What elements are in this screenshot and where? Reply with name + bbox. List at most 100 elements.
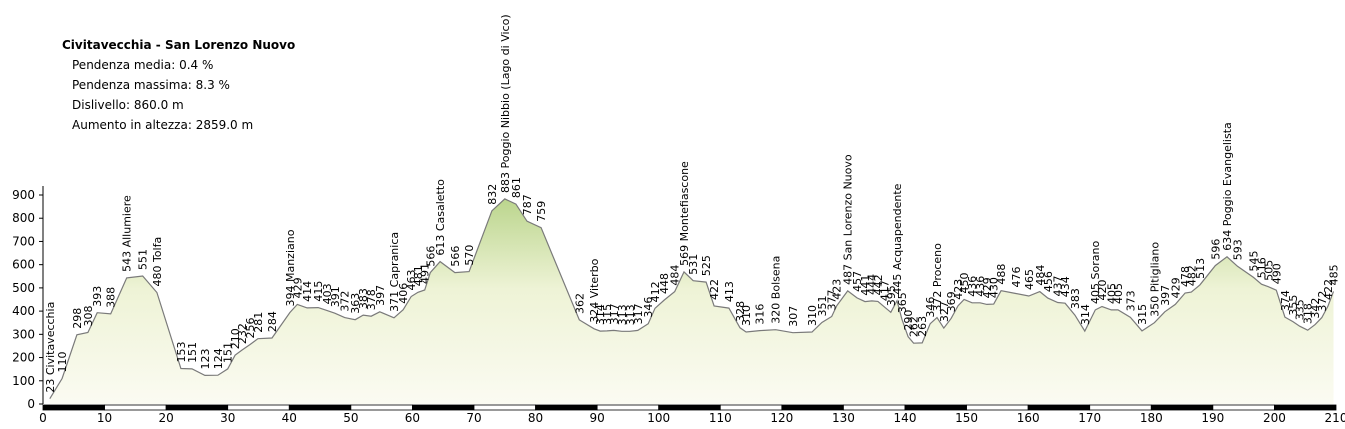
point-label: 434 xyxy=(1059,276,1072,297)
x-tick-label: 40 xyxy=(282,411,297,425)
scale-segment xyxy=(1274,404,1337,411)
x-tick-label: 180 xyxy=(1140,411,1163,425)
point-label: 397 xyxy=(1159,285,1172,306)
point-label: 328 xyxy=(734,301,747,322)
point-label: 613 Casaletto xyxy=(434,179,447,256)
point-label: 491 xyxy=(419,263,432,284)
point-label: 476 xyxy=(1010,266,1023,287)
point-label: 388 xyxy=(105,287,118,308)
point-label: 314 xyxy=(594,304,607,325)
point-label: 444 xyxy=(866,274,879,295)
scale-segment xyxy=(288,404,352,411)
x-tick-label: 20 xyxy=(159,411,174,425)
point-label: 342 xyxy=(1309,298,1322,319)
point-label: 525 xyxy=(700,255,713,276)
point-label: 405 xyxy=(1105,283,1118,304)
point-label: 307 xyxy=(787,306,800,327)
point-label: 315 xyxy=(601,304,614,325)
y-tick-label: 100 xyxy=(12,374,35,388)
point-label: 545 xyxy=(1247,250,1260,271)
y-tick-label: 900 xyxy=(12,188,35,202)
point-label: 383 xyxy=(357,288,370,309)
x-tick-label: 50 xyxy=(343,411,358,425)
point-label: 284 xyxy=(266,311,279,332)
point-label: 346 xyxy=(924,297,937,318)
point-label: 317 xyxy=(632,303,645,324)
point-label: 383 xyxy=(1069,288,1082,309)
point-label: 412 xyxy=(649,281,662,302)
point-label: 308 xyxy=(82,305,95,326)
point-label: 543 Allumiere xyxy=(121,195,134,272)
point-label: 372 Proceno xyxy=(931,243,944,312)
point-label: 551 xyxy=(137,249,150,270)
stat-line: Aumento in altezza: 2859.0 m xyxy=(72,118,253,132)
point-label: 369 xyxy=(945,291,958,312)
point-label: 484 xyxy=(669,265,682,286)
point-label: 484 xyxy=(1034,265,1047,286)
x-tick-label: 170 xyxy=(1078,411,1101,425)
point-label: 437 xyxy=(1052,276,1065,297)
y-tick-label: 300 xyxy=(12,327,35,341)
point-label: 463 xyxy=(405,269,418,290)
point-label: 335 xyxy=(1294,299,1307,320)
point-label: 442 xyxy=(872,274,885,295)
point-label: 482 xyxy=(1185,265,1198,286)
point-label: 420 xyxy=(1096,279,1109,300)
point-label: 481 xyxy=(412,265,425,286)
point-label: 422 xyxy=(1322,279,1335,300)
y-tick-label: 0 xyxy=(27,397,35,411)
x-tick-label: 90 xyxy=(590,411,605,425)
point-label: 429 xyxy=(981,277,994,298)
scale-segment xyxy=(535,404,598,411)
x-tick-label: 140 xyxy=(894,411,917,425)
point-label: 372 xyxy=(339,291,352,312)
point-label: 123 xyxy=(199,348,212,369)
point-label: 378 xyxy=(365,289,378,310)
point-label: 327 xyxy=(938,301,951,322)
point-label: 124 xyxy=(212,348,225,369)
point-label: 263 xyxy=(916,316,929,337)
point-label: 566 xyxy=(449,246,462,267)
point-label: 861 xyxy=(510,177,523,198)
point-label: 596 xyxy=(1209,239,1222,260)
y-tick-label: 400 xyxy=(12,304,35,318)
point-label: 394 Manziano xyxy=(284,229,297,306)
x-tick-label: 80 xyxy=(528,411,543,425)
point-label: 320 Bolsena xyxy=(770,256,783,324)
scale-segment xyxy=(596,404,660,411)
scale-segment xyxy=(165,404,229,411)
y-tick-label: 200 xyxy=(12,351,35,365)
scale-segment xyxy=(473,404,536,411)
point-label: 310 xyxy=(806,305,819,326)
point-label: 465 xyxy=(1023,269,1036,290)
point-label: 450 xyxy=(958,273,971,294)
point-label: 430 xyxy=(988,277,1001,298)
x-tick-label: 70 xyxy=(466,411,481,425)
point-label: 315 xyxy=(1136,304,1149,325)
chart-title: Civitavecchia - San Lorenzo Nuovo xyxy=(62,38,295,52)
point-label: 634 Poggio Evangelista xyxy=(1221,122,1234,251)
scale-segment xyxy=(350,404,413,411)
point-label: 456 xyxy=(1042,271,1055,292)
scale-segment xyxy=(227,404,290,411)
y-tick-label: 700 xyxy=(12,234,35,248)
point-label: 531 xyxy=(687,254,700,275)
point-label: 395 xyxy=(885,285,898,306)
point-label: 566 xyxy=(424,246,437,267)
point-label: 232 xyxy=(236,323,249,344)
scale-segment xyxy=(42,404,105,411)
point-label: 393 xyxy=(91,286,104,307)
point-label: 365 xyxy=(896,292,909,313)
point-label: 415 xyxy=(312,281,325,302)
point-label: 569 Montefiascone xyxy=(678,161,691,266)
point-label: 391 xyxy=(329,286,342,307)
x-tick-label: 130 xyxy=(832,411,855,425)
x-tick-label: 190 xyxy=(1201,411,1224,425)
scale-segment xyxy=(1027,404,1091,411)
point-label: 570 xyxy=(463,245,476,266)
point-label: 290 xyxy=(902,310,915,331)
point-label: 405 xyxy=(1112,283,1125,304)
point-label: 298 xyxy=(71,308,84,329)
point-label: 313 xyxy=(616,304,629,325)
